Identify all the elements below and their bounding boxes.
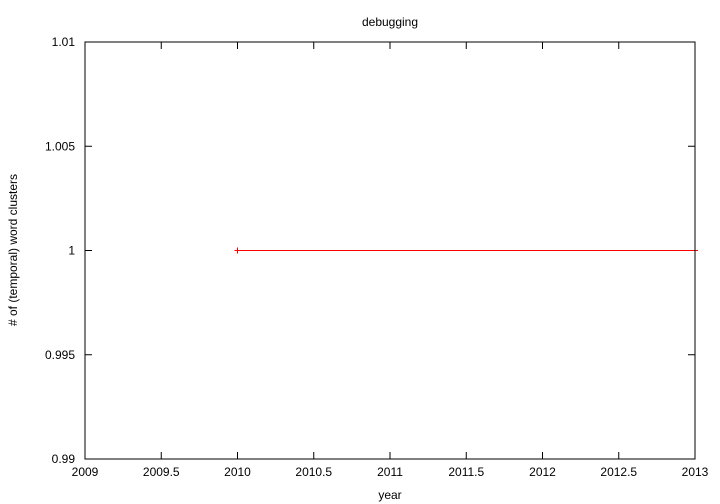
x-tick-label: 2013	[682, 465, 709, 479]
data-point	[234, 247, 241, 254]
y-tick-label: 0.99	[52, 452, 76, 466]
x-tick-label: 2012	[529, 465, 556, 479]
x-tick-label: 2009	[72, 465, 99, 479]
x-tick-label: 2010.5	[295, 465, 332, 479]
series-layer	[234, 247, 698, 254]
x-tick-label: 2011.5	[448, 465, 484, 479]
plot-frame	[84, 41, 696, 460]
x-tick-label: 2010	[224, 465, 251, 479]
y-tick-label: 0.995	[45, 348, 75, 362]
y-tick-label: 1.01	[52, 35, 76, 49]
x-tick-label: 2011	[377, 465, 403, 479]
x-tick-label: 2012.5	[600, 465, 637, 479]
chart-title: debugging	[362, 15, 418, 29]
y-tick-label: 1	[68, 244, 75, 258]
y-tick-label: 1.005	[45, 139, 75, 153]
x-tick-label: 2009.5	[143, 465, 180, 479]
x-axis-label: year	[378, 488, 401, 502]
y-axis-label: # of (temporal) word clusters	[6, 174, 20, 326]
axes: 2009 2009.5 2010 2010.5 2011 2011.5 2012 2012.5…	[45, 35, 709, 479]
